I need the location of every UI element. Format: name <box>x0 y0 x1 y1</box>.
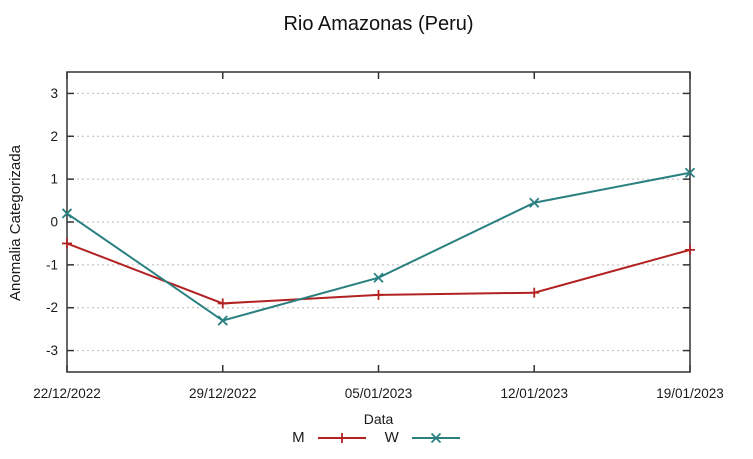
cross-marker <box>684 167 696 178</box>
y-tick-label: -3 <box>46 343 58 358</box>
x-tick-label: 12/01/2023 <box>500 386 568 401</box>
y-tick-label: 2 <box>50 129 58 144</box>
cross-marker <box>61 208 73 219</box>
legend-sample-M <box>317 432 366 443</box>
y-tick-label: 3 <box>50 86 58 101</box>
legend-label: M <box>292 429 305 446</box>
legend-item-M: M <box>292 429 367 446</box>
cross-marker <box>529 197 540 208</box>
cross-marker <box>373 272 384 283</box>
cross-marker <box>430 432 441 443</box>
y-tick-label: 0 <box>50 215 58 230</box>
x-tick-label: 19/01/2023 <box>656 386 724 401</box>
y-tick-label: -1 <box>46 257 58 272</box>
legend-sample-W <box>411 432 460 443</box>
x-tick-label: 05/01/2023 <box>345 386 413 401</box>
x-tick-label: 29/12/2022 <box>189 386 257 401</box>
y-tick-label: 1 <box>50 172 58 187</box>
chart-title: Rio Amazonas (Peru) <box>283 13 474 35</box>
y-tick-label: -2 <box>46 300 58 315</box>
legend-item-W: W <box>385 429 461 446</box>
x-tick-label: 22/12/2022 <box>33 386 101 401</box>
legend-label: W <box>384 429 399 446</box>
y-axis-label: Anomalia Categorizada <box>7 145 24 301</box>
cross-marker <box>217 315 228 326</box>
x-axis-label: Data <box>363 411 394 427</box>
